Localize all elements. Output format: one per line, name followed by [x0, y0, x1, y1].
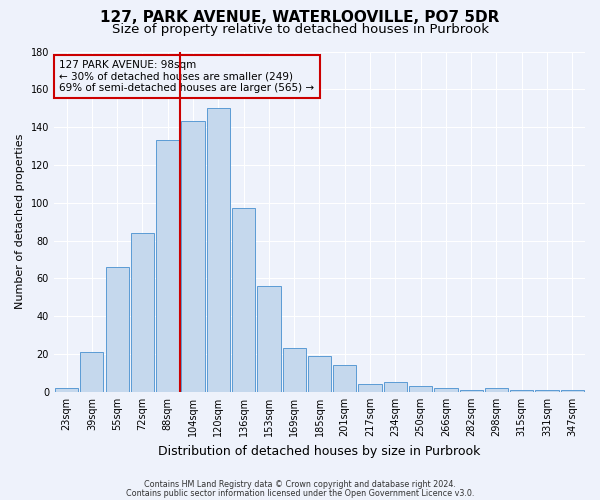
- Y-axis label: Number of detached properties: Number of detached properties: [15, 134, 25, 310]
- Bar: [257, 286, 281, 392]
- Bar: [308, 356, 331, 392]
- Bar: [434, 388, 458, 392]
- Bar: [206, 108, 230, 392]
- Bar: [460, 390, 483, 392]
- Bar: [358, 384, 382, 392]
- Bar: [106, 267, 129, 392]
- Bar: [561, 390, 584, 392]
- Bar: [55, 388, 78, 392]
- Bar: [80, 352, 103, 392]
- Bar: [535, 390, 559, 392]
- X-axis label: Distribution of detached houses by size in Purbrook: Distribution of detached houses by size …: [158, 444, 481, 458]
- Text: 127 PARK AVENUE: 98sqm
← 30% of detached houses are smaller (249)
69% of semi-de: 127 PARK AVENUE: 98sqm ← 30% of detached…: [59, 60, 314, 93]
- Bar: [510, 390, 533, 392]
- Bar: [181, 122, 205, 392]
- Bar: [131, 233, 154, 392]
- Bar: [283, 348, 306, 392]
- Text: 127, PARK AVENUE, WATERLOOVILLE, PO7 5DR: 127, PARK AVENUE, WATERLOOVILLE, PO7 5DR: [100, 10, 500, 25]
- Text: Contains HM Land Registry data © Crown copyright and database right 2024.: Contains HM Land Registry data © Crown c…: [144, 480, 456, 489]
- Bar: [232, 208, 255, 392]
- Bar: [383, 382, 407, 392]
- Bar: [156, 140, 179, 392]
- Text: Contains public sector information licensed under the Open Government Licence v3: Contains public sector information licen…: [126, 488, 474, 498]
- Bar: [485, 388, 508, 392]
- Bar: [409, 386, 432, 392]
- Bar: [333, 366, 356, 392]
- Text: Size of property relative to detached houses in Purbrook: Size of property relative to detached ho…: [112, 22, 488, 36]
